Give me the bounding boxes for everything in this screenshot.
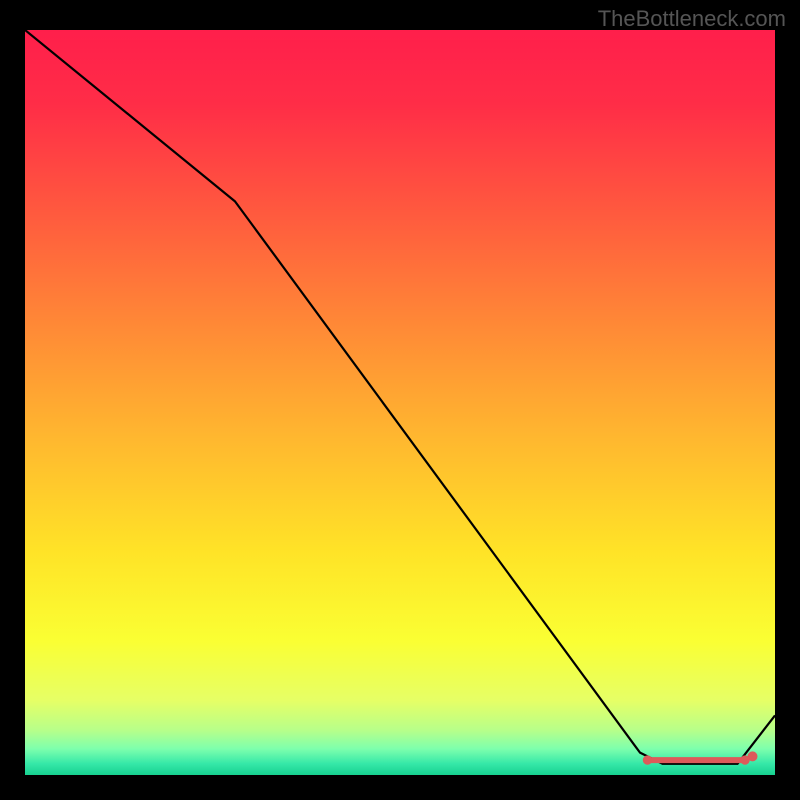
optimal-range-start-icon	[643, 755, 652, 764]
plot-area	[25, 30, 775, 775]
attribution-text: TheBottleneck.com	[598, 6, 786, 32]
marker-dot-icon	[748, 751, 758, 761]
chart-svg	[25, 30, 775, 775]
chart-frame: TheBottleneck.com	[0, 0, 800, 800]
